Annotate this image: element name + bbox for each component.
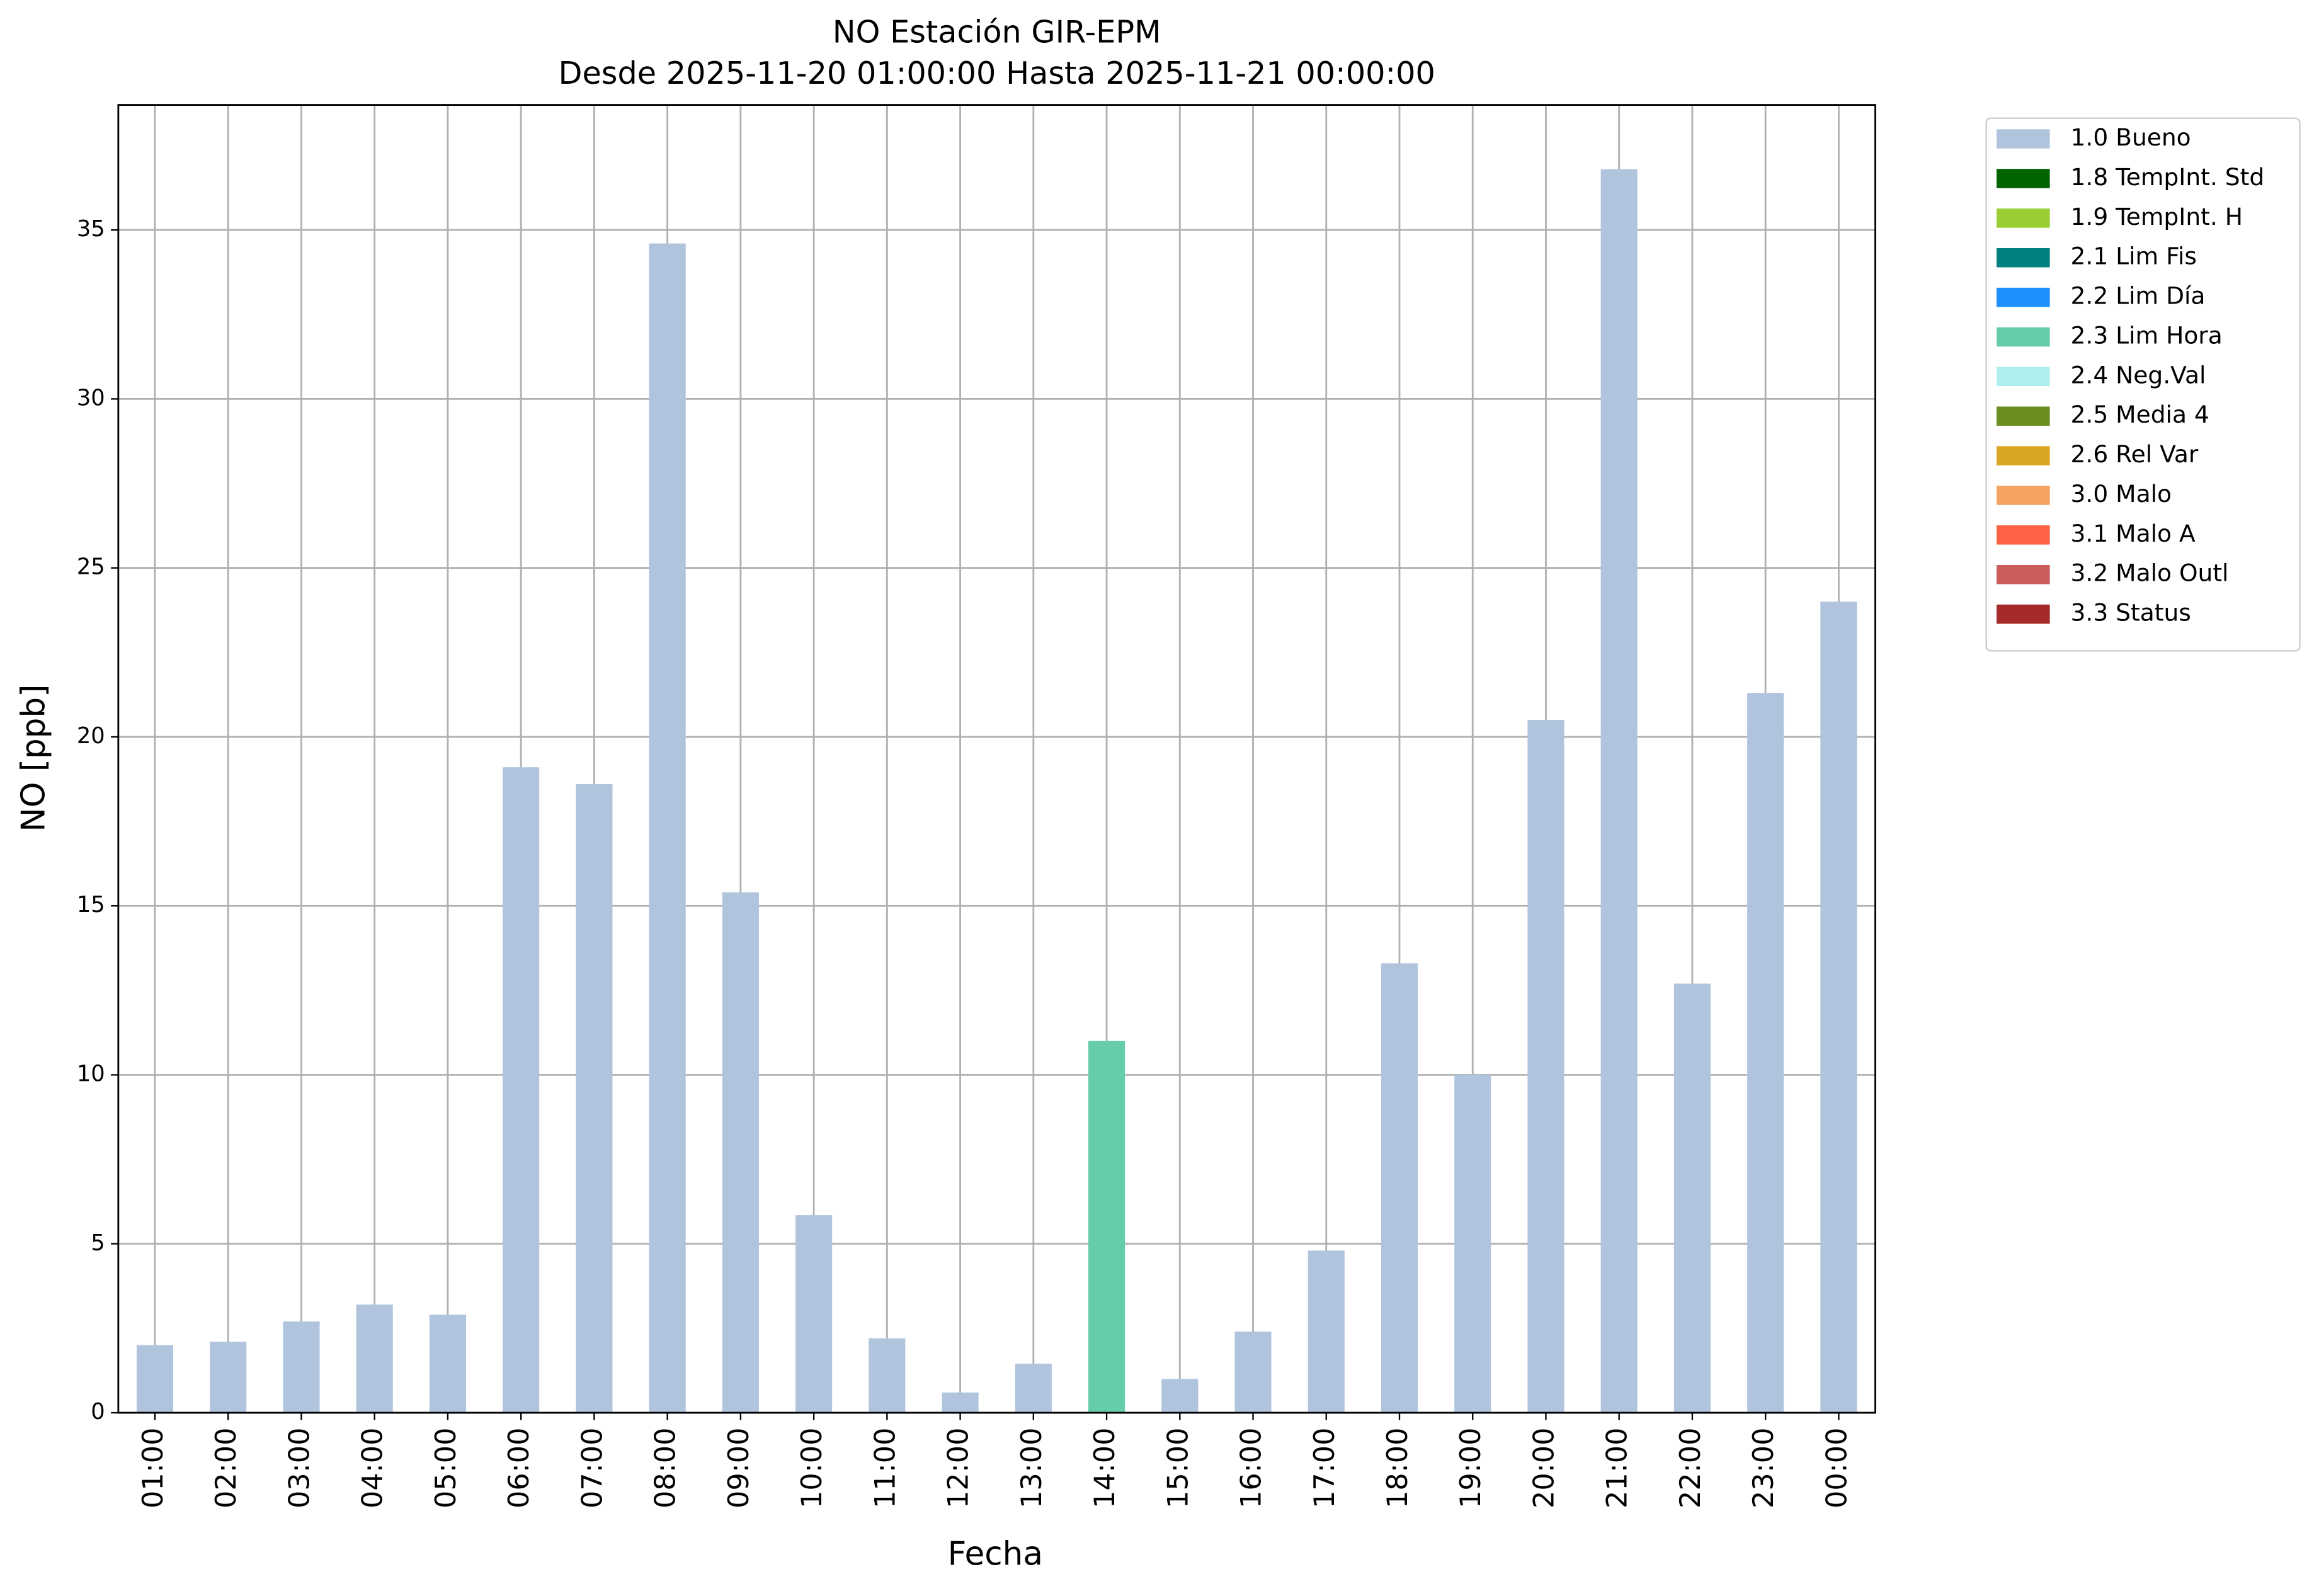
bar bbox=[1747, 693, 1784, 1413]
y-tick-label: 30 bbox=[77, 385, 105, 411]
legend-swatch bbox=[1997, 367, 2050, 387]
x-tick-label: 05:00 bbox=[430, 1428, 462, 1508]
legend-swatch bbox=[1997, 525, 2050, 545]
x-tick-label: 13:00 bbox=[1015, 1428, 1048, 1508]
legend-swatch bbox=[1997, 129, 2050, 149]
x-tick-label: 15:00 bbox=[1161, 1428, 1194, 1508]
x-tick-label: 09:00 bbox=[722, 1428, 755, 1508]
bar bbox=[1234, 1331, 1272, 1413]
bar bbox=[722, 892, 759, 1413]
bar bbox=[210, 1342, 247, 1413]
legend-label: 2.2 Lim Día bbox=[2071, 282, 2206, 310]
x-tick-label: 16:00 bbox=[1235, 1428, 1268, 1508]
x-tick-label: 21:00 bbox=[1601, 1428, 1634, 1508]
x-tick-label: 02:00 bbox=[210, 1428, 242, 1508]
bar bbox=[136, 1345, 174, 1413]
legend-swatch bbox=[1997, 406, 2050, 426]
legend-swatch bbox=[1997, 486, 2050, 505]
y-tick-label: 15 bbox=[77, 892, 105, 918]
legend-swatch bbox=[1997, 327, 2050, 347]
x-tick-label: 18:00 bbox=[1381, 1428, 1414, 1508]
legend-label: 3.1 Malo A bbox=[2071, 520, 2196, 547]
bar bbox=[1820, 601, 1857, 1413]
legend-label: 1.8 TempInt. Std bbox=[2071, 163, 2265, 191]
bar bbox=[1308, 1250, 1345, 1413]
x-tick-label: 08:00 bbox=[649, 1428, 682, 1508]
y-tick-label: 20 bbox=[77, 723, 105, 749]
bar bbox=[283, 1321, 320, 1413]
legend-label: 1.0 Bueno bbox=[2071, 123, 2191, 151]
x-tick-label: 23:00 bbox=[1747, 1428, 1780, 1508]
bar bbox=[942, 1392, 979, 1413]
x-tick-label: 11:00 bbox=[869, 1428, 901, 1508]
bar bbox=[795, 1215, 833, 1413]
x-tick-label: 17:00 bbox=[1308, 1428, 1341, 1508]
y-axis-label: NO [ppb] bbox=[14, 685, 52, 832]
bar bbox=[1454, 1074, 1491, 1413]
y-tick-label: 25 bbox=[77, 554, 105, 580]
x-tick-label: 00:00 bbox=[1820, 1428, 1853, 1508]
legend-box bbox=[1985, 117, 2301, 652]
plot-frame bbox=[117, 104, 1876, 1414]
legend-swatch bbox=[1997, 446, 2050, 465]
x-tick-label: 01:00 bbox=[137, 1428, 169, 1508]
x-tick-label: 12:00 bbox=[942, 1428, 975, 1508]
bar bbox=[649, 243, 686, 1413]
x-tick-label: 14:00 bbox=[1088, 1428, 1121, 1508]
x-tick-label: 03:00 bbox=[283, 1428, 316, 1508]
legend-swatch bbox=[1997, 169, 2050, 188]
bar bbox=[576, 784, 613, 1413]
legend-label: 2.5 Media 4 bbox=[2071, 401, 2209, 428]
x-tick-label: 20:00 bbox=[1527, 1428, 1560, 1508]
legend-swatch bbox=[1997, 604, 2050, 624]
bar bbox=[429, 1314, 466, 1413]
legend-label: 3.0 Malo bbox=[2071, 480, 2172, 508]
bar bbox=[1015, 1364, 1052, 1413]
bar bbox=[1527, 720, 1564, 1413]
chart-title: NO Estación GIR-EPM bbox=[833, 13, 1161, 50]
legend-swatch bbox=[1997, 564, 2050, 584]
bar bbox=[869, 1338, 906, 1413]
legend-swatch bbox=[1997, 208, 2050, 228]
bar bbox=[1600, 169, 1638, 1413]
legend-label: 2.4 Neg.Val bbox=[2071, 361, 2206, 389]
bar bbox=[1381, 963, 1418, 1413]
legend-swatch bbox=[1997, 287, 2050, 307]
legend-label: 2.1 Lim Fis bbox=[2071, 242, 2197, 270]
legend-label: 3.3 Status bbox=[2071, 599, 2191, 627]
x-axis-label: Fecha bbox=[948, 1536, 1043, 1573]
bar bbox=[1088, 1040, 1125, 1413]
y-tick-label: 0 bbox=[91, 1399, 105, 1425]
y-tick-label: 10 bbox=[77, 1061, 105, 1087]
x-tick-label: 10:00 bbox=[795, 1428, 828, 1508]
x-tick-label: 06:00 bbox=[503, 1428, 535, 1508]
x-tick-label: 19:00 bbox=[1454, 1428, 1487, 1508]
y-tick-label: 5 bbox=[91, 1230, 105, 1256]
legend-swatch bbox=[1997, 248, 2050, 268]
legend-label: 1.9 TempInt. H bbox=[2071, 203, 2243, 231]
x-tick-label: 04:00 bbox=[356, 1428, 389, 1508]
x-tick-label: 07:00 bbox=[576, 1428, 608, 1508]
legend-label: 2.6 Rel Var bbox=[2071, 440, 2199, 468]
x-tick-label: 22:00 bbox=[1674, 1428, 1707, 1508]
bar bbox=[1673, 983, 1711, 1413]
bar bbox=[503, 767, 540, 1413]
bar bbox=[1161, 1379, 1199, 1413]
legend-label: 3.2 Malo Outl bbox=[2071, 559, 2229, 587]
y-tick-label: 35 bbox=[77, 216, 105, 242]
chart-subtitle: Desde 2025-11-20 01:00:00 Hasta 2025-11-… bbox=[559, 55, 1435, 91]
legend-label: 2.3 Lim Hora bbox=[2071, 321, 2223, 349]
bar bbox=[356, 1304, 393, 1413]
